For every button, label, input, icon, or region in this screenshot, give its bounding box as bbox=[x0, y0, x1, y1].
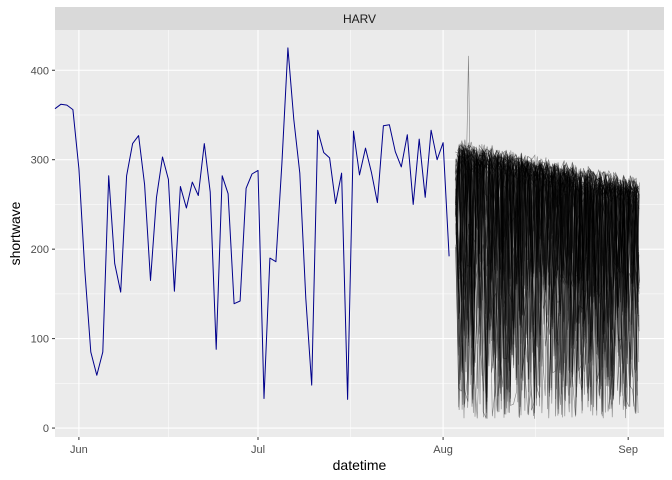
forecast-member-line bbox=[457, 147, 640, 410]
y-tick-label: 0 bbox=[43, 423, 49, 435]
forecast-member-line bbox=[456, 156, 640, 387]
x-tick-label: Jun bbox=[70, 444, 88, 456]
forecast-member-line bbox=[456, 148, 639, 410]
grid-minor bbox=[55, 30, 664, 437]
y-tick-label: 100 bbox=[31, 334, 49, 346]
forecast-member-line bbox=[457, 144, 640, 404]
forecast-member-line bbox=[455, 141, 639, 419]
forecast-member-line bbox=[455, 144, 638, 416]
grid-major bbox=[55, 30, 664, 437]
forecast-member-line bbox=[454, 144, 638, 419]
forecast-member-line bbox=[455, 147, 638, 415]
forecast-member-line bbox=[456, 145, 639, 416]
forecast-member-line bbox=[455, 154, 639, 396]
forecast-member-line bbox=[456, 152, 640, 415]
y-tick-label: 400 bbox=[31, 65, 49, 77]
facet-strip bbox=[55, 7, 664, 30]
facet-strip-label: HARV bbox=[343, 12, 376, 26]
forecast-member-line bbox=[454, 149, 638, 415]
forecast-member-line bbox=[456, 144, 640, 415]
forecast-member-line bbox=[456, 145, 639, 419]
forecast-member-line bbox=[456, 150, 640, 414]
y-axis: 0 100 200 300 400 bbox=[31, 65, 55, 435]
forecast-member-line bbox=[454, 143, 638, 418]
forecast-member-line bbox=[457, 151, 640, 400]
forecast-member-line bbox=[455, 139, 639, 399]
forecast-member-line bbox=[455, 139, 639, 414]
forecast-member-line bbox=[455, 148, 639, 415]
forecast-member-line bbox=[455, 144, 638, 419]
forecast-member-line bbox=[455, 147, 639, 390]
forecast-member-line bbox=[455, 146, 638, 413]
forecast-member-line bbox=[455, 151, 639, 411]
forecast-member-line bbox=[456, 151, 639, 416]
x-axis-title: datetime bbox=[333, 457, 387, 473]
forecast-member-line bbox=[456, 149, 640, 411]
forecast-member-line bbox=[455, 147, 639, 419]
x-tick-label: Aug bbox=[433, 444, 453, 456]
forecast-member-line bbox=[455, 145, 639, 417]
forecast-member-line bbox=[456, 55, 639, 392]
forecast-member-line bbox=[455, 143, 638, 396]
forecast-member-line bbox=[455, 151, 638, 418]
forecast-member-line bbox=[455, 149, 638, 416]
forecast-member-line bbox=[456, 147, 640, 408]
forecast-member-line bbox=[455, 148, 638, 405]
forecast-member-line bbox=[456, 148, 640, 417]
y-tick-label: 200 bbox=[31, 244, 49, 256]
observed-line bbox=[54, 47, 450, 400]
forecast-member-line bbox=[457, 148, 640, 413]
forecast-member-line bbox=[457, 148, 640, 417]
forecast-member-line bbox=[455, 151, 639, 417]
forecast-member-line bbox=[456, 149, 640, 412]
forecast-member-line bbox=[455, 145, 639, 406]
forecast-member-line bbox=[455, 148, 638, 404]
forecast-member-line bbox=[454, 145, 638, 410]
forecast-member-line bbox=[456, 152, 640, 419]
forecast-member-line bbox=[457, 146, 640, 414]
x-axis: Jun Jul Aug Sep bbox=[70, 437, 638, 456]
forecast-member-line bbox=[456, 149, 640, 419]
forecast-member-line bbox=[456, 145, 640, 418]
forecast-member-line bbox=[456, 148, 639, 410]
forecast-member-line bbox=[455, 146, 639, 413]
observed-series bbox=[54, 47, 450, 400]
forecast-member-line bbox=[455, 149, 639, 410]
forecast-member-line bbox=[456, 147, 639, 418]
forecast-member-line bbox=[454, 149, 638, 386]
plot-background bbox=[55, 30, 664, 437]
forecast-member-line bbox=[456, 148, 640, 417]
forecast-member-line bbox=[456, 149, 639, 417]
y-tick-label: 300 bbox=[31, 155, 49, 167]
x-tick-label: Jul bbox=[251, 444, 265, 456]
forecast-member-line bbox=[455, 142, 639, 418]
forecast-ensemble bbox=[454, 55, 640, 419]
forecast-member-line bbox=[455, 145, 639, 408]
forecast-member-line bbox=[455, 150, 638, 414]
y-axis-title: shortwave bbox=[7, 201, 23, 265]
forecast-member-line bbox=[457, 152, 640, 419]
x-tick-label: Sep bbox=[618, 444, 638, 456]
forecast-member-line bbox=[455, 142, 639, 419]
forecast-member-line bbox=[456, 144, 639, 405]
forecast-member-line bbox=[455, 152, 638, 396]
forecast-member-line bbox=[455, 149, 639, 409]
forecast-member-line bbox=[456, 149, 640, 415]
